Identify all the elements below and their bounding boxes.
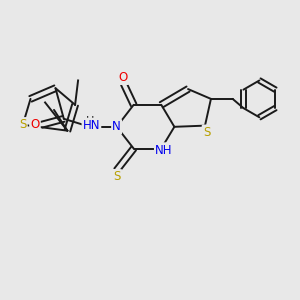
- Text: N: N: [112, 120, 121, 133]
- Text: O: O: [118, 71, 128, 84]
- Text: NH: NH: [155, 143, 172, 157]
- Text: O: O: [30, 118, 40, 131]
- Text: H: H: [86, 116, 94, 126]
- Text: S: S: [203, 126, 210, 139]
- Text: O: O: [30, 118, 40, 131]
- Text: HN: HN: [83, 119, 100, 132]
- Text: S: S: [19, 118, 26, 131]
- Text: S: S: [19, 118, 26, 131]
- Text: S: S: [203, 126, 210, 139]
- Text: HN: HN: [83, 119, 100, 132]
- Text: NH: NH: [155, 143, 172, 157]
- Text: S: S: [114, 170, 121, 183]
- Text: N: N: [112, 120, 121, 133]
- Text: N: N: [85, 120, 94, 133]
- Text: O: O: [118, 71, 128, 84]
- Text: S: S: [114, 170, 121, 183]
